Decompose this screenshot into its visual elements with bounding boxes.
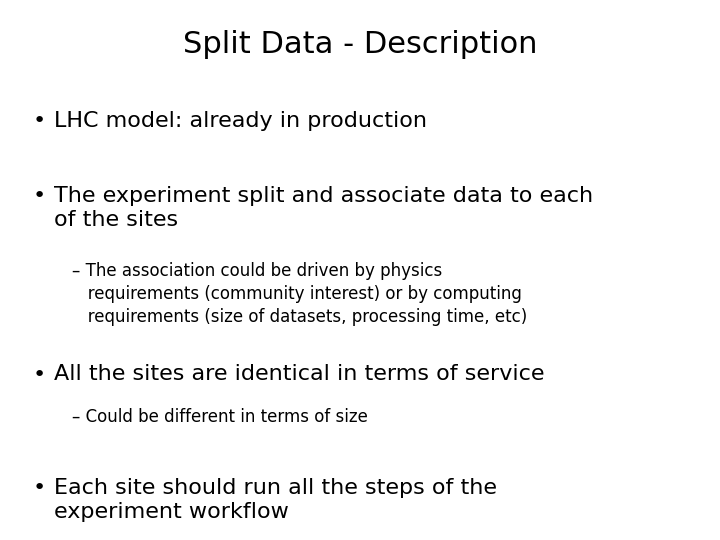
Text: •: • — [33, 364, 46, 384]
Text: •: • — [33, 478, 46, 498]
Text: Split Data - Description: Split Data - Description — [183, 30, 537, 59]
Text: The experiment split and associate data to each
of the sites: The experiment split and associate data … — [54, 186, 593, 230]
Text: – The association could be driven by physics
   requirements (community interest: – The association could be driven by phy… — [72, 262, 527, 326]
Text: All the sites are identical in terms of service: All the sites are identical in terms of … — [54, 364, 544, 384]
Text: Each site should run all the steps of the
experiment workflow: Each site should run all the steps of th… — [54, 478, 497, 522]
Text: •: • — [33, 186, 46, 206]
Text: LHC model: already in production: LHC model: already in production — [54, 111, 427, 131]
Text: •: • — [33, 111, 46, 131]
Text: – Could be different in terms of size: – Could be different in terms of size — [72, 408, 368, 426]
